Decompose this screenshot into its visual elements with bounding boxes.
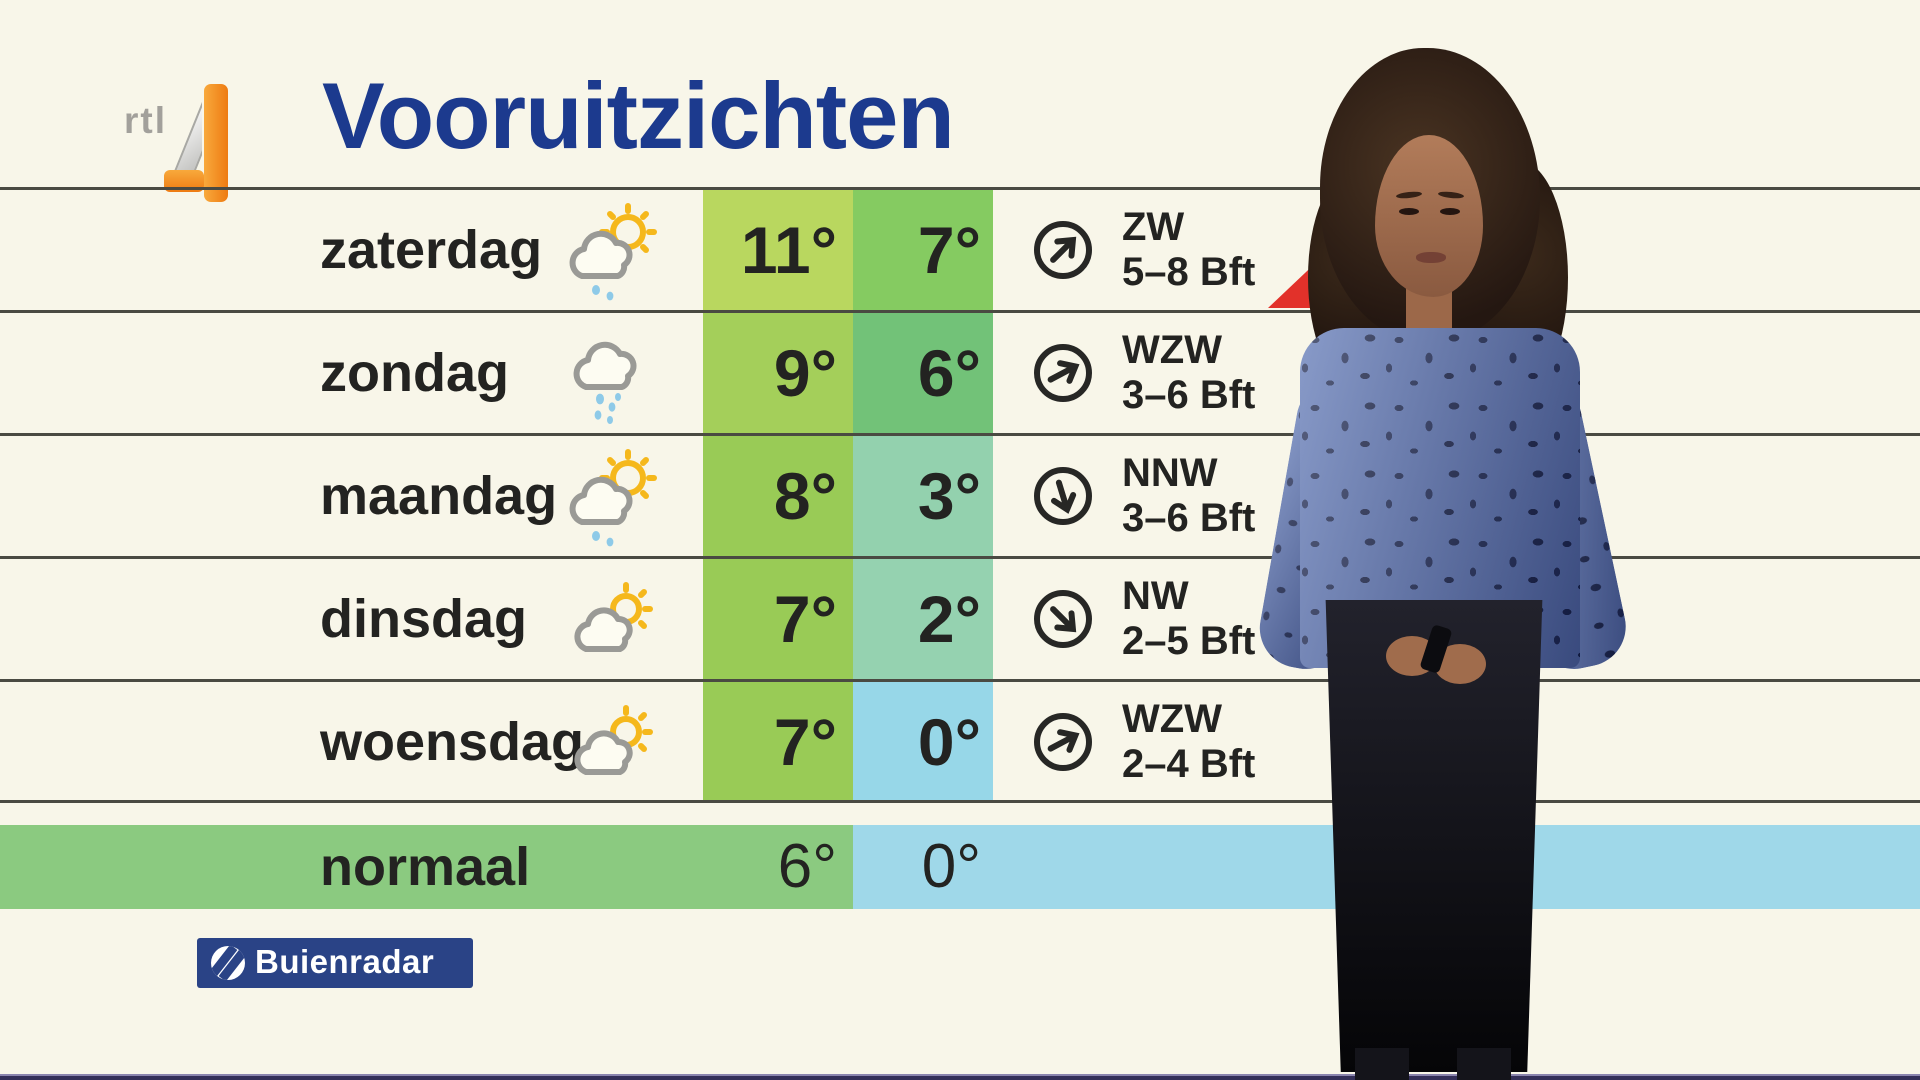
wind-direction-arrow-icon (1032, 219, 1094, 281)
wind-force-label: 2–5 Bft (1122, 619, 1256, 663)
wind-info: ZW 5–8 Bft (1122, 205, 1255, 295)
weather-icon-cloud-sun (560, 567, 664, 671)
wind-direction-arrow-icon (1032, 342, 1094, 404)
min-temp-cell (853, 559, 993, 679)
wind-direction-label: NW (1122, 574, 1189, 618)
max-temp-cell (703, 559, 853, 679)
weather-icon-rain-cloud (560, 321, 664, 425)
rtl4-logo-vertical-bar (204, 84, 228, 202)
min-temp-cell (853, 436, 993, 556)
day-label: maandag (320, 466, 558, 526)
min-temp: 6° (917, 336, 981, 410)
max-temp-cell (703, 436, 853, 556)
wind-info: WZW 3–6 Bft (1122, 328, 1255, 418)
wind-force-label: 2–4 Bft (1122, 742, 1256, 786)
table-bottom-line (0, 800, 1920, 803)
max-temp-cell (703, 190, 853, 310)
max-temp: 8° (773, 459, 837, 533)
min-temp: 3° (917, 459, 981, 533)
presenter-lips (1416, 252, 1446, 263)
min-temp-cell (853, 313, 993, 433)
weather-icon-sun-cloud-drizzle (560, 444, 664, 548)
buienradar-logo-text: Buienradar (255, 943, 435, 980)
min-temp: 2° (917, 582, 981, 656)
rtl-logo-text: rtl (124, 100, 167, 141)
page-title: Vooruitzichten (322, 63, 955, 168)
normal-max-temp: 6° (777, 832, 837, 901)
presenter (1230, 40, 1690, 1080)
presenter-face (1375, 135, 1483, 297)
normal-max-band (0, 825, 853, 909)
max-temp: 7° (773, 582, 837, 656)
forecast-row: zaterdag 11° 7° ZW 5–8 Bft (0, 187, 1920, 310)
wind-force-label: 5–8 Bft (1122, 250, 1256, 294)
rtl4-logo-horizontal-bar (164, 170, 204, 192)
wind-direction-arrow-icon (1032, 465, 1094, 527)
forecast-table: zaterdag 11° 7° ZW 5–8 Bft zondag 9° 6° WZW 3–6 B… (0, 187, 1920, 802)
weather-icon-cloud-sun (560, 690, 664, 794)
max-temp-cell (703, 682, 853, 802)
day-label: woensdag (320, 712, 585, 772)
presenter-eye (1399, 208, 1419, 215)
day-label: zondag (320, 343, 509, 403)
wind-direction-label: WZW (1122, 697, 1222, 741)
max-temp: 7° (773, 705, 837, 779)
min-temp-cell (853, 190, 993, 310)
wind-info: NNW 3–6 Bft (1122, 451, 1255, 541)
rtl4-logo: rtl (116, 82, 246, 208)
wind-force-label: 3–6 Bft (1122, 373, 1256, 417)
forecast-row: zondag 9° 6° WZW 3–6 Bft (0, 310, 1920, 433)
forecast-row: maandag 8° 3° NNW 3–6 Bft (0, 433, 1920, 556)
max-temp: 11° (740, 213, 837, 287)
normal-min-temp: 0° (921, 832, 981, 901)
day-label: dinsdag (320, 589, 528, 649)
presenter-skirt (1325, 600, 1543, 1072)
weather-icon-sun-cloud-drizzle (560, 198, 664, 302)
buienradar-radar-icon (211, 946, 245, 980)
normal-row-label: normaal (320, 837, 531, 897)
buienradar-logo: Buienradar (197, 938, 473, 988)
wind-force-label: 3–6 Bft (1122, 496, 1256, 540)
wind-direction-label: NNW (1122, 451, 1218, 495)
wind-direction-label: ZW (1122, 205, 1185, 249)
wind-direction-label: WZW (1122, 328, 1222, 372)
bottom-edge-bar (0, 1074, 1920, 1080)
min-temp: 0° (917, 705, 981, 779)
forecast-row: dinsdag 7° 2° NW 2–5 Bft (0, 556, 1920, 679)
normal-values-row: normaal 6° 0° (0, 825, 1920, 909)
max-temp: 9° (773, 336, 837, 410)
day-label: zaterdag (320, 220, 543, 280)
presenter-leg (1355, 1048, 1409, 1080)
presenter-eye (1440, 208, 1460, 215)
min-temp: 7° (917, 213, 981, 287)
wind-direction-arrow-icon (1032, 711, 1094, 773)
wind-info: WZW 2–4 Bft (1122, 697, 1255, 787)
min-temp-cell (853, 682, 993, 802)
presenter-leg (1457, 1048, 1511, 1080)
forecast-row: woensdag 7° 0° WZW 2–4 Bft (0, 679, 1920, 802)
max-temp-cell (703, 313, 853, 433)
wind-info: NW 2–5 Bft (1122, 574, 1255, 664)
wind-direction-arrow-icon (1032, 588, 1094, 650)
